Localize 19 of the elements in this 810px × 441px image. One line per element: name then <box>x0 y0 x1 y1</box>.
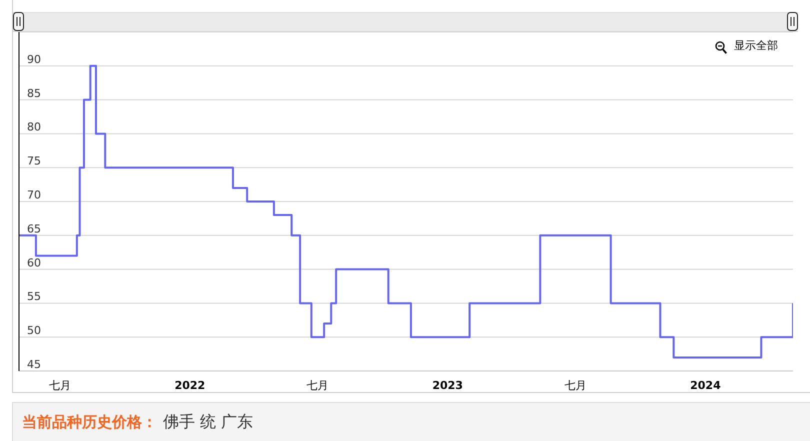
x-tick-label: 七月 <box>564 379 586 392</box>
y-tick-label: 65 <box>27 222 41 236</box>
text: 佛手 统 广东 <box>163 412 254 431</box>
y-tick-label: 75 <box>27 154 41 168</box>
text: 当前品种历史价格： <box>22 413 157 431</box>
y-tick-label: 70 <box>27 188 41 202</box>
annotation: 显示全部 <box>734 39 778 52</box>
y-tick-label: 60 <box>27 256 41 270</box>
y-tick-label: 50 <box>27 324 41 338</box>
y-tick-label: 55 <box>27 290 41 304</box>
x-tick-label: 2024 <box>690 379 722 392</box>
y-tick-label: 85 <box>27 86 41 100</box>
y-tick-label: 80 <box>27 120 41 134</box>
y-tick-label: 45 <box>27 358 41 371</box>
x-tick-label: 七月 <box>48 379 71 392</box>
y-tick-label: 90 <box>27 52 41 66</box>
x-tick-label: 2022 <box>174 379 206 392</box>
x-tick-label: 2023 <box>432 379 463 392</box>
x-tick-label: 七月 <box>306 379 329 392</box>
